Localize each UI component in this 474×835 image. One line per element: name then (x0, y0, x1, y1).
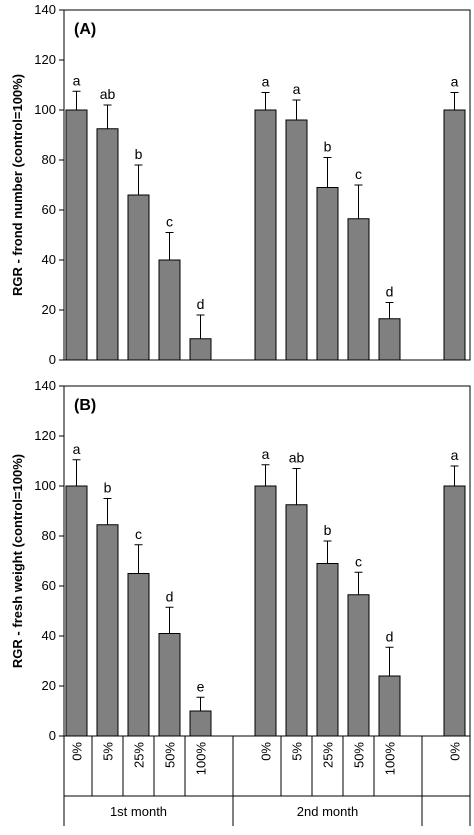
y-tick-label: 20 (42, 678, 56, 693)
category-label: 0% (259, 742, 274, 761)
significance-label: b (324, 139, 332, 155)
significance-label: a (262, 446, 270, 462)
y-axis-label: RGR - fresh weight (control=100%) (10, 454, 25, 668)
category-label: 5% (101, 742, 116, 761)
significance-label: d (197, 296, 205, 312)
y-tick-label: 80 (42, 528, 56, 543)
category-label: 25% (132, 742, 147, 768)
significance-label: d (386, 284, 394, 300)
bar (96, 128, 119, 361)
y-tick-label: 20 (42, 302, 56, 317)
group-label: 2nd month (297, 804, 358, 819)
bar (254, 109, 277, 361)
bar (189, 338, 212, 361)
significance-label: ab (289, 450, 305, 466)
significance-label: a (73, 441, 81, 457)
category-label: 5% (290, 742, 305, 761)
significance-label: a (451, 447, 459, 463)
bar (65, 109, 88, 361)
y-tick-label: 140 (34, 378, 56, 393)
significance-label: d (166, 588, 174, 604)
significance-label: c (166, 214, 173, 230)
group-label: 1st month (110, 804, 167, 819)
bar (127, 573, 150, 737)
significance-label: a (73, 72, 81, 88)
bar (127, 194, 150, 361)
category-label: 25% (321, 742, 336, 768)
category-label: 50% (352, 742, 367, 768)
bar (189, 710, 212, 737)
bar (378, 675, 401, 737)
bar (158, 633, 181, 737)
significance-label: e (197, 678, 205, 694)
y-tick-label: 60 (42, 202, 56, 217)
significance-label: c (355, 166, 362, 182)
significance-label: c (135, 526, 142, 542)
significance-label: b (104, 480, 112, 496)
y-tick-label: 120 (34, 52, 56, 67)
bar (347, 594, 370, 737)
panel-label: (A) (74, 21, 96, 38)
significance-label: ab (100, 86, 116, 102)
y-axis-label: RGR - frond number (control=100%) (10, 74, 25, 296)
bar (254, 485, 277, 737)
y-tick-label: 140 (34, 2, 56, 17)
y-tick-label: 120 (34, 428, 56, 443)
significance-label: a (451, 74, 459, 90)
category-label: 100% (194, 742, 209, 776)
chart-panel-b: 0 20 40 60 80 100 120 140 RGR - fresh weight (co… (10, 378, 471, 743)
bar (316, 187, 339, 361)
bar (378, 318, 401, 361)
y-tick-label: 40 (42, 628, 56, 643)
significance-label: d (386, 628, 394, 644)
bar (96, 524, 119, 737)
y-tick-label: 0 (49, 728, 56, 743)
category-label: 100% (383, 742, 398, 776)
y-tick-label: 40 (42, 252, 56, 267)
y-tick-label: 80 (42, 152, 56, 167)
y-tick-label: 100 (34, 102, 56, 117)
bar (158, 259, 181, 361)
category-label: 50% (163, 742, 178, 768)
significance-label: b (324, 522, 332, 538)
significance-label: a (262, 74, 270, 90)
y-tick-label: 100 (34, 478, 56, 493)
bar (65, 485, 88, 737)
category-axis: 0% 5% 25% 50% 100% 1st month 0% 5% 25% 50% 100% 2nd… (63, 736, 471, 826)
category-label: 0% (448, 742, 463, 761)
bar (316, 563, 339, 737)
significance-label: c (355, 553, 362, 569)
y-tick-label: 0 (49, 352, 56, 367)
bar (285, 119, 308, 361)
y-tick-label: 60 (42, 578, 56, 593)
bar (443, 485, 466, 737)
bar (443, 109, 466, 361)
significance-label: a (293, 81, 301, 97)
bar (285, 504, 308, 737)
bar (347, 218, 370, 361)
panel-label: (B) (74, 397, 96, 414)
category-label: 0% (70, 742, 85, 761)
chart-panel-a: 0 20 40 60 80 100 120 140 RGR - frond number (co… (10, 2, 471, 367)
significance-label: b (135, 146, 143, 162)
